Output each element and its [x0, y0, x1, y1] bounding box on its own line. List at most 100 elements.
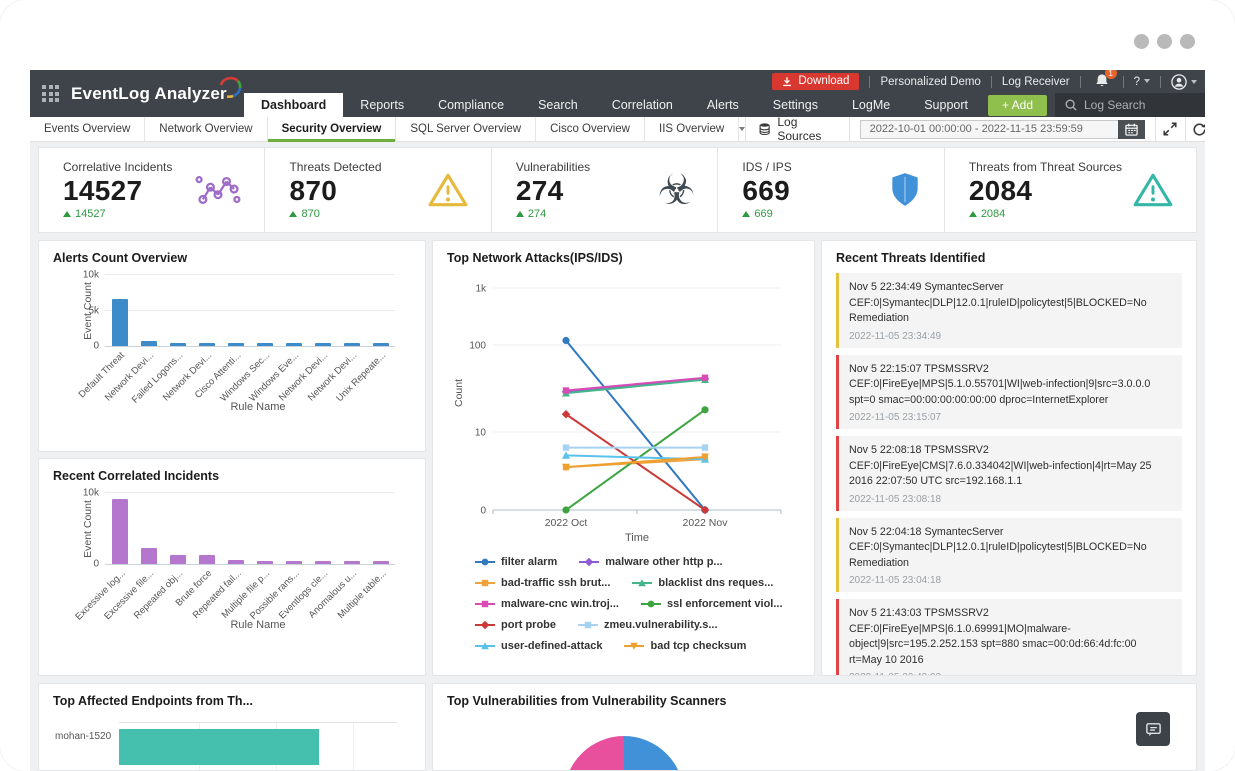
kpi-vulnerabilities[interactable]: Vulnerabilities 274 274 ☣	[492, 148, 719, 232]
pie-chart[interactable]	[564, 736, 684, 770]
menu-item-support[interactable]: Support	[924, 98, 968, 112]
menu-item-logme[interactable]: LogMe	[851, 98, 891, 112]
card-recent-threats-identified: Recent Threats Identified Nov 5 22:34:49…	[821, 240, 1197, 676]
bar[interactable]	[314, 343, 331, 346]
menu-item-correlation[interactable]: Correlation	[611, 98, 673, 112]
legend-item-user-defined-attack[interactable]: user-defined-attack	[475, 640, 602, 652]
tab-security-overview[interactable]: Security Overview	[267, 117, 397, 142]
bar[interactable]	[169, 554, 186, 564]
legend-item-malware-other-http-p[interactable]: malware other http p...	[579, 556, 723, 568]
data-point[interactable]	[562, 444, 570, 451]
kpi-delta: 274	[515, 208, 590, 220]
bar[interactable]	[119, 729, 319, 765]
kpi-label: Correlative Incidents	[63, 160, 173, 174]
refresh-button[interactable]	[1185, 117, 1205, 141]
horizontal-bar-chart: mohan-1520	[55, 722, 397, 770]
kpi-threats-detected[interactable]: Threats Detected 870 870	[265, 148, 492, 232]
legend-item-zmeu-vulnerability-s[interactable]: zmeu.vulnerability.s...	[578, 619, 718, 631]
menu-item-dashboard[interactable]: Dashboard	[244, 93, 344, 117]
menu-item-search[interactable]: Search	[538, 98, 578, 112]
threat-item[interactable]: Nov 5 22:04:18 SymantecServer CEF:0|Syma…	[836, 517, 1182, 593]
bar[interactable]	[285, 343, 302, 346]
feedback-chat-button[interactable]	[1136, 712, 1170, 746]
bar[interactable]	[140, 548, 157, 564]
calendar-button[interactable]	[1117, 119, 1145, 139]
bar[interactable]	[227, 560, 244, 564]
bar[interactable]	[372, 561, 389, 564]
log-sources-button[interactable]: Log Sources	[746, 115, 849, 143]
data-point[interactable]	[562, 336, 570, 345]
legend-item-port-probe[interactable]: port probe	[475, 619, 556, 631]
notifications-button[interactable]: 1	[1095, 70, 1117, 91]
bar[interactable]	[314, 560, 331, 564]
menu-item-reports[interactable]: Reports	[360, 98, 405, 112]
data-point[interactable]	[701, 453, 709, 461]
legend-item-malware-cnc-win-troj[interactable]: malware-cnc win.troj...	[475, 598, 619, 610]
data-point[interactable]	[562, 506, 570, 514]
date-range-input[interactable]	[859, 119, 1118, 139]
header-utility-bar: Download Personalized Demo Log Receiver …	[244, 70, 1205, 93]
threat-time: 2022-11-05 23:15:07	[849, 412, 942, 424]
help-menu[interactable]: ?	[1134, 76, 1150, 88]
data-point[interactable]	[701, 444, 709, 451]
log-receiver-link[interactable]: Log Receiver	[1001, 75, 1070, 88]
menu-item-settings[interactable]: Settings	[772, 98, 818, 112]
tab-sql-server-overview[interactable]: SQL Server Overview	[396, 117, 537, 141]
series-line-blacklist-dns-reques[interactable]	[565, 378, 706, 395]
add-button[interactable]: + Add	[987, 94, 1047, 116]
bar[interactable]	[169, 343, 186, 346]
legend-item-filter-alarm[interactable]: filter alarm	[475, 556, 557, 568]
threat-item[interactable]: Nov 5 22:34:49 SymantecServer CEF:0|Syma…	[836, 273, 1182, 348]
user-menu[interactable]	[1171, 73, 1197, 90]
svg-text:10: 10	[475, 428, 487, 439]
menu-item-alerts[interactable]: Alerts	[706, 98, 739, 112]
bar[interactable]	[343, 343, 360, 346]
caret-down-icon	[1191, 79, 1197, 84]
bar[interactable]	[111, 499, 128, 564]
legend-item-ssl-enforcement-viol[interactable]: ssl enforcement viol...	[640, 598, 783, 610]
kpi-threats-from-threat-sources[interactable]: Threats from Threat Sources 2084 2084	[945, 148, 1196, 232]
bar[interactable]	[256, 343, 273, 346]
menu-item-compliance[interactable]: Compliance	[438, 98, 505, 112]
bar[interactable]	[285, 560, 302, 564]
tabs-overflow-caret[interactable]	[739, 117, 746, 141]
kpi-delta: 14527	[63, 208, 172, 220]
kpi-delta-value: 14527	[75, 208, 106, 220]
series-line-bad-tcp-checksum[interactable]	[565, 455, 706, 469]
tab-iis-overview[interactable]: IIS Overview	[645, 117, 740, 141]
tab-network-overview[interactable]: Network Overview	[145, 117, 268, 141]
bar[interactable]	[111, 299, 128, 346]
threat-item[interactable]: Nov 5 21:43:03 TPSMSSRV2 CEF:0|FireEye|M…	[836, 599, 1182, 675]
apps-grid-icon[interactable]	[42, 85, 59, 102]
legend-item-bad-traffic-ssh-brut[interactable]: bad-traffic ssh brut...	[475, 577, 610, 589]
bar[interactable]	[140, 340, 157, 346]
kpi-ids-ips[interactable]: IDS / IPS 669 669	[718, 148, 945, 232]
series-line-filter-alarm[interactable]	[565, 339, 706, 511]
data-point[interactable]	[562, 451, 570, 459]
tab-events-overview[interactable]: Events Overview	[30, 117, 146, 141]
data-point[interactable]	[562, 387, 570, 394]
data-point[interactable]	[701, 374, 709, 381]
threat-item[interactable]: Nov 5 22:08:18 TPSMSSRV2 CEF:0|FireEye|C…	[836, 436, 1182, 511]
data-point[interactable]	[562, 463, 570, 472]
log-search-input[interactable]: Log Search	[1055, 93, 1205, 117]
kpi-correlative-incidents[interactable]: Correlative Incidents 14527 14527	[39, 148, 266, 232]
series-line-malware-cnc-win-troj[interactable]	[565, 376, 706, 392]
legend-item-blacklist-dns-reques[interactable]: blacklist dns reques...	[632, 577, 773, 589]
download-button[interactable]: Download	[772, 73, 860, 90]
dashboard-tabstrip: Events Overview Network Overview Security …	[30, 115, 1205, 143]
fullscreen-button[interactable]	[1156, 117, 1185, 141]
bar[interactable]	[372, 343, 389, 346]
bar[interactable]	[227, 343, 244, 346]
bar[interactable]	[198, 343, 215, 346]
legend-item-bad-tcp-checksum[interactable]: bad tcp checksum	[624, 640, 746, 652]
personalized-demo-link[interactable]: Personalized Demo	[880, 75, 981, 88]
legend-marker-icon	[475, 642, 495, 650]
bar[interactable]	[343, 561, 360, 564]
tab-cisco-overview[interactable]: Cisco Overview	[536, 117, 645, 141]
series-line-ssl-enforcement-viol[interactable]	[565, 408, 706, 511]
bar[interactable]	[256, 560, 273, 564]
threat-item[interactable]: Nov 5 22:15:07 TPSMSSRV2 CEF:0|FireEye|M…	[836, 354, 1182, 430]
data-point[interactable]	[701, 406, 709, 414]
bar[interactable]	[198, 555, 215, 564]
